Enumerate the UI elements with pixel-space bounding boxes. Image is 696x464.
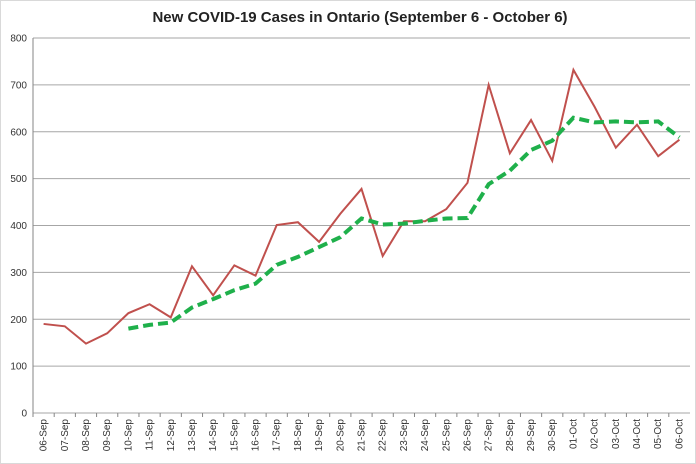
y-tick-label: 100: [10, 362, 27, 373]
y-tick-label: 200: [10, 315, 27, 326]
x-tick-label: 06-Sep: [39, 419, 50, 452]
chart-title: New COVID-19 Cases in Ontario (September…: [152, 9, 567, 26]
x-tick-label: 22-Sep: [378, 419, 389, 452]
x-tick-label: 21-Sep: [357, 419, 368, 452]
x-tick-label: 07-Sep: [60, 419, 71, 452]
x-tick-label: 09-Sep: [102, 419, 113, 452]
x-tick-label: 23-Sep: [399, 419, 410, 452]
x-tick-label: 18-Sep: [293, 419, 304, 452]
x-tick-label: 05-Oct: [653, 419, 664, 449]
series-line: [43, 67, 681, 345]
x-tick-label: 30-Sep: [547, 419, 558, 452]
x-tick-label: 08-Sep: [81, 419, 92, 452]
x-tick-label: 11-Sep: [145, 419, 156, 451]
x-tick-label: 16-Sep: [251, 419, 262, 452]
y-tick-label: 700: [10, 80, 27, 91]
x-tick-label: 13-Sep: [187, 419, 198, 452]
x-tick-label: 28-Sep: [505, 419, 516, 452]
x-tick-label: 24-Sep: [420, 419, 431, 452]
y-tick-label: 800: [10, 34, 27, 45]
x-tick-label: 20-Sep: [335, 419, 346, 452]
x-tick-label: 12-Sep: [166, 419, 177, 452]
x-tick-label: 27-Sep: [484, 419, 495, 452]
x-tick-label: 01-Oct: [568, 419, 579, 449]
x-tick-label: 04-Oct: [632, 419, 643, 449]
y-tick-label: 0: [21, 409, 27, 420]
x-tick-label: 06-Oct: [674, 419, 685, 449]
x-tick-label: 26-Sep: [462, 419, 473, 452]
x-tick-label: 19-Sep: [314, 419, 325, 452]
y-tick-label: 400: [10, 221, 27, 232]
x-tick-label: 15-Sep: [229, 419, 240, 452]
y-tick-label: 500: [10, 174, 27, 185]
y-tick-label: 600: [10, 127, 27, 138]
x-tick-label: 10-Sep: [123, 419, 134, 452]
x-tick-label: 17-Sep: [272, 419, 283, 452]
x-tick-label: 02-Oct: [590, 419, 601, 449]
x-tick-label: 14-Sep: [208, 419, 219, 452]
x-tick-label: 25-Sep: [441, 419, 452, 452]
x-tick-label: 03-Oct: [611, 419, 622, 449]
x-tick-label: 29-Sep: [526, 419, 537, 452]
y-tick-label: 300: [10, 268, 27, 279]
series-line: [128, 115, 681, 331]
